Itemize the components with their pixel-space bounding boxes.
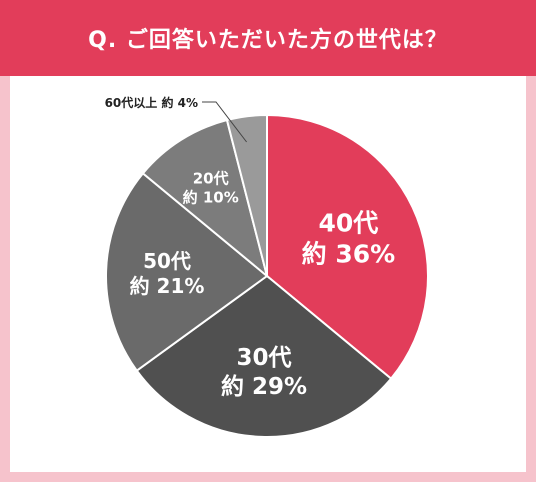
slice-30s-wedge bbox=[135, 274, 393, 438]
slice-40s-wedge bbox=[266, 113, 429, 381]
slice-60s-plus-leader-line bbox=[202, 101, 247, 143]
slice-percent-text: 約 36% bbox=[302, 240, 396, 269]
slice-category-text: 20代 bbox=[193, 170, 229, 188]
slice-category-text: 30代 bbox=[236, 345, 291, 371]
slice-50s-wedge bbox=[105, 171, 269, 373]
slice-60s-plus-wedge bbox=[225, 113, 268, 277]
question-header bbox=[0, 0, 536, 76]
slice-category-text: 50代 bbox=[143, 249, 191, 273]
slice-percent-text: 約 10% bbox=[183, 188, 239, 206]
slice-category-text: 40代 bbox=[319, 208, 379, 237]
slice-percent-text: 約 29% bbox=[221, 373, 307, 400]
slice-percent-text: 約 21% bbox=[130, 274, 205, 298]
slice-60s-plus-label: 60代以上 約 4% bbox=[105, 95, 198, 110]
question-title: Q. ご回答いただいた方の世代は？ bbox=[88, 28, 448, 53]
